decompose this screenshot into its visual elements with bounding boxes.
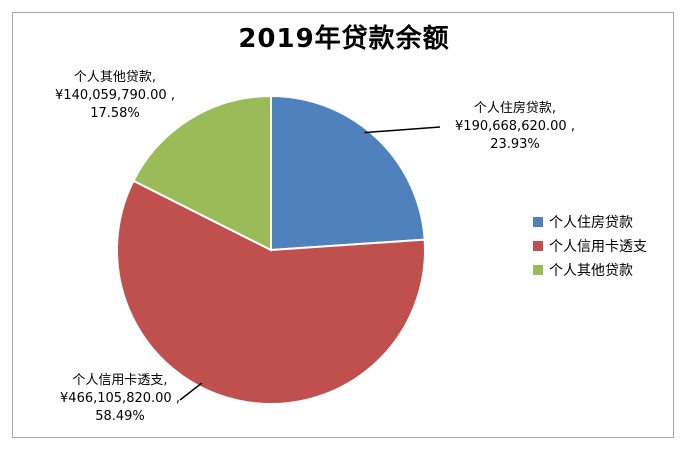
chart-title: 2019年贷款余额 xyxy=(238,24,450,54)
data-label-credit-card: 个人信用卡透支, ¥466,105,820.00 , 58.49% xyxy=(45,372,195,426)
data-label-other-name: 个人其他贷款, xyxy=(73,70,157,85)
data-label-credit-card-value: ¥466,105,820.00 , xyxy=(60,391,180,406)
legend-item-housing: 个人住房贷款 xyxy=(533,210,647,234)
legend-swatch-credit-card xyxy=(533,241,543,251)
legend: 个人住房贷款 个人信用卡透支 个人其他贷款 xyxy=(533,210,647,282)
legend-swatch-other xyxy=(533,265,543,275)
data-label-credit-card-percent: 58.49% xyxy=(95,409,145,424)
legend-item-other: 个人其他贷款 xyxy=(533,258,647,282)
legend-label-other: 个人其他贷款 xyxy=(549,263,633,279)
data-label-other: 个人其他贷款, ¥140,059,790.00 , 17.58% xyxy=(40,69,190,123)
leader-line-housing xyxy=(364,126,441,134)
pie-slice-credit-card xyxy=(116,179,426,405)
data-label-housing: 个人住房贷款, ¥190,668,620.00 , 23.93% xyxy=(440,100,590,154)
data-label-credit-card-name: 个人信用卡透支, xyxy=(72,373,168,388)
pie-slice-other xyxy=(132,94,272,252)
legend-label-housing: 个人住房贷款 xyxy=(549,215,633,231)
data-label-other-percent: 17.58% xyxy=(90,106,140,121)
data-label-housing-name: 个人住房贷款, xyxy=(473,101,557,116)
data-label-housing-value: ¥190,668,620.00 , xyxy=(455,119,575,134)
leader-line-credit-card xyxy=(179,382,203,401)
data-label-other-value: ¥140,059,790.00 , xyxy=(55,88,175,103)
data-label-housing-percent: 23.93% xyxy=(490,137,540,152)
pie-slice-housing xyxy=(270,94,426,252)
legend-label-credit-card: 个人信用卡透支 xyxy=(549,239,647,255)
legend-swatch-housing xyxy=(533,217,543,227)
legend-item-credit-card: 个人信用卡透支 xyxy=(533,234,647,258)
